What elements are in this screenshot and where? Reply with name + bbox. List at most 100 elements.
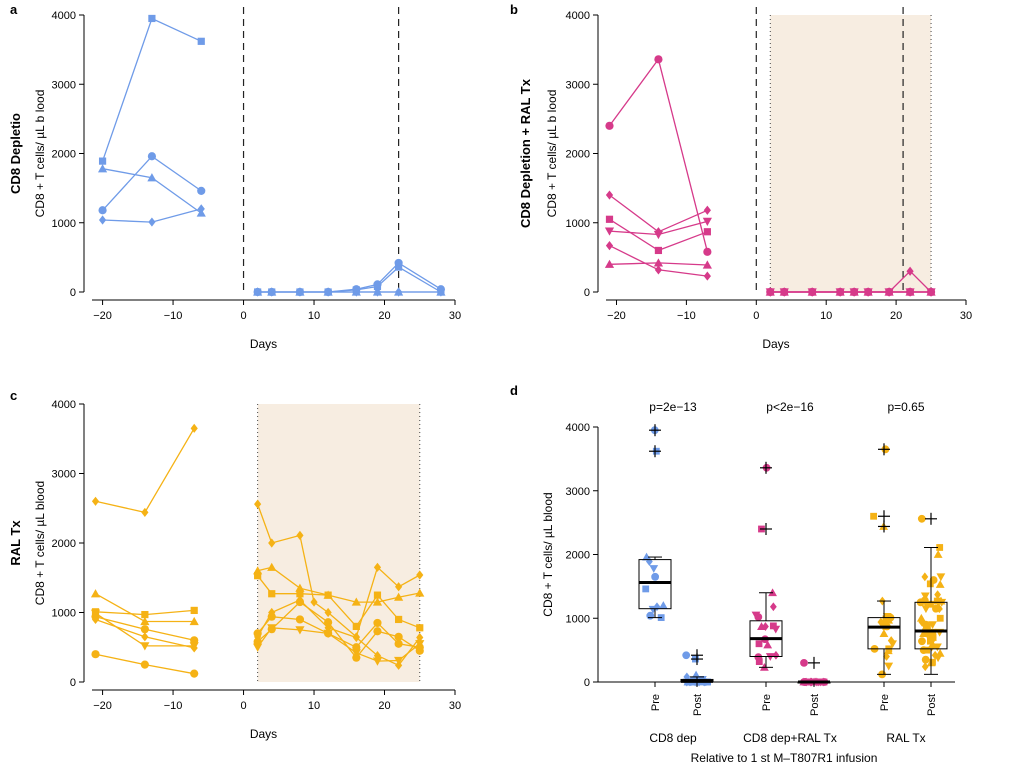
y-tick-label: 1000 — [52, 218, 76, 230]
marker-triangle — [267, 562, 277, 571]
box-group — [680, 649, 714, 687]
marker-diamond — [437, 287, 445, 297]
marker-triangle-down — [702, 217, 712, 226]
marker-triangle — [863, 287, 873, 296]
marker-triangle — [879, 629, 889, 637]
y-tick-label: 4000 — [52, 10, 76, 22]
marker-triangle — [415, 588, 425, 597]
marker-diamond — [148, 217, 156, 227]
marker-circle — [800, 658, 808, 667]
marker-triangle-down — [653, 230, 664, 240]
y-tick-label: 0 — [70, 287, 76, 299]
marker-square — [642, 585, 650, 593]
series-line — [257, 566, 420, 603]
series — [90, 609, 425, 666]
series-line — [257, 575, 421, 629]
marker-square — [654, 246, 663, 255]
marker-circle — [324, 618, 333, 627]
y-axis-label: CD8 + T cells/ µL blood — [541, 492, 555, 616]
marker-diamond — [883, 652, 890, 661]
marker-diamond — [324, 607, 332, 618]
marker-triangle-down — [765, 653, 775, 661]
p-value: p=0.65 — [887, 400, 924, 414]
marker-circle — [253, 637, 262, 646]
marker-circle — [394, 632, 403, 641]
marker-square — [755, 658, 763, 665]
x-tick-label: Pre — [650, 694, 662, 711]
marker-triangle-down — [920, 592, 930, 601]
marker-diamond — [769, 602, 777, 612]
y-tick-label: 2000 — [566, 149, 590, 161]
marker-diamond — [268, 538, 276, 548]
marker-triangle — [807, 287, 817, 296]
marker-diamond — [772, 650, 780, 660]
marker-circle — [373, 280, 382, 289]
marker-triangle — [653, 258, 664, 267]
x-tick-label: −10 — [164, 700, 183, 712]
series-line — [101, 17, 202, 162]
marker-square — [926, 580, 934, 588]
marker-square — [936, 544, 944, 551]
marker-circle — [605, 121, 614, 130]
marker-triangle-down — [253, 643, 263, 652]
marker-triangle — [97, 164, 108, 173]
marker-circle — [352, 653, 361, 662]
panel-label: c — [10, 388, 17, 403]
marker-diamond — [373, 562, 382, 572]
x-tick-label: 20 — [890, 310, 902, 322]
marker-triangle-down — [90, 609, 101, 618]
marker-diamond — [921, 572, 929, 582]
x-axis-label: Days — [250, 337, 277, 351]
marker-triangle — [763, 640, 773, 649]
marker-circle — [394, 639, 403, 648]
marker-square — [395, 615, 403, 624]
series-line — [257, 262, 442, 293]
x-tick-label: Post — [926, 694, 938, 716]
y-tick-label: 3000 — [566, 486, 590, 498]
y-axis-label: CD8 + T cells/ µL blood — [33, 481, 47, 605]
y-tick-label: 1000 — [52, 608, 76, 620]
marker-triangle — [779, 287, 789, 296]
x-tick-label: Post — [692, 694, 704, 716]
box-group — [867, 443, 901, 679]
x-tick-label: 20 — [378, 700, 390, 712]
marker-diamond — [605, 241, 614, 251]
marker-square — [296, 590, 304, 598]
marker-triangle-down — [933, 643, 942, 652]
marker-square — [268, 590, 276, 598]
series-line — [257, 266, 442, 293]
marker-triangle — [295, 583, 305, 592]
y-tick-label: 3000 — [52, 79, 76, 91]
marker-triangle — [90, 589, 101, 598]
marker-diamond — [197, 204, 205, 214]
p-value: p<2e−16 — [766, 400, 814, 414]
marker-circle — [98, 206, 107, 215]
group-label: CD8 dep — [649, 731, 697, 745]
marker-triangle — [926, 287, 936, 296]
x-tick-label: Post — [809, 694, 821, 716]
y-tick-label: 2000 — [52, 149, 76, 161]
marker-square — [197, 37, 205, 45]
marker-circle — [91, 650, 100, 659]
marker-triangle — [372, 597, 383, 606]
marker-diamond — [324, 287, 332, 297]
marker-triangle — [916, 613, 926, 622]
x-axis-label: Relative to 1 st M–T807R1 infusion — [691, 751, 878, 765]
marker-square — [870, 512, 878, 520]
x-tick-label: 0 — [753, 310, 759, 322]
marker-circle — [190, 669, 199, 678]
marker-diamond — [141, 632, 149, 642]
marker-diamond — [268, 607, 276, 618]
marker-diamond — [395, 660, 403, 670]
marker-square — [703, 228, 711, 236]
box — [914, 601, 948, 650]
marker-triangle-down — [394, 656, 404, 666]
series — [91, 572, 424, 632]
marker-circle — [197, 186, 206, 195]
marker-diamond — [91, 614, 100, 625]
marker-diamond — [352, 632, 360, 643]
marker-square — [926, 637, 934, 645]
x-tick-label: 10 — [308, 310, 320, 322]
box — [638, 559, 672, 610]
